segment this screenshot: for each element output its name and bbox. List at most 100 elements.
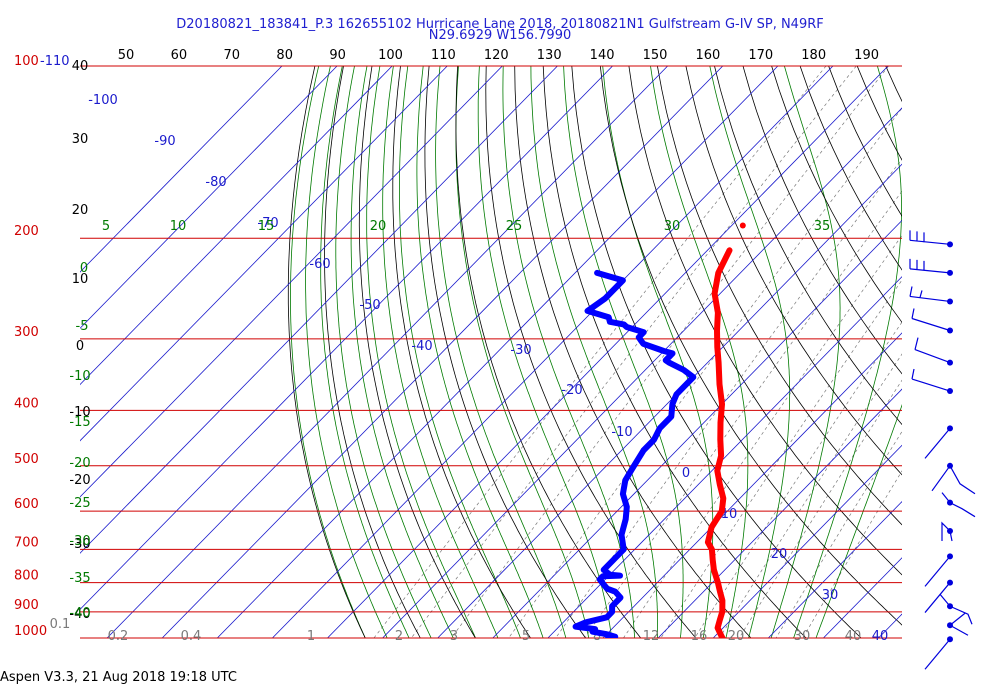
moist-adiabat-label: -10 (69, 369, 90, 384)
isotherm-line (823, 557, 902, 638)
mixing-ratio-label: 30 (794, 629, 811, 644)
dry-adiabat (930, 40, 1000, 653)
top-axis-label: 50 (118, 48, 135, 63)
isotherm-label: 20 (771, 547, 788, 562)
isotherm-line (80, 66, 283, 273)
dry-adiabat (742, 66, 902, 375)
top-axis-label: 70 (224, 48, 241, 63)
moist-adiabat (793, 66, 902, 638)
moist-adiabat (502, 66, 636, 638)
dry-adiabat-label: 15 (258, 219, 275, 234)
pressure-label: 200 (14, 224, 39, 239)
isotherm-label: -40 (411, 339, 432, 354)
isotherm-label: -50 (359, 298, 380, 313)
moist-adiabat (709, 66, 791, 638)
moist-adiabat-label: -15 (69, 415, 90, 430)
moist-adiabat (477, 66, 613, 638)
moist-adiabats (290, 66, 902, 638)
mixing-ratio-lines (373, 66, 902, 638)
isotherm-label: 0 (682, 466, 690, 481)
dry-adiabat-label: 20 (370, 219, 387, 234)
moist-adiabat (399, 66, 521, 638)
isotherm-line (768, 500, 902, 638)
moist-adiabat (335, 66, 432, 638)
left-axis-label: 10 (72, 272, 89, 287)
wind-barb-staff (914, 337, 951, 364)
wind-barb (914, 337, 953, 366)
wind-barb (911, 308, 953, 334)
wind-barb-staff (909, 258, 951, 274)
moist-adiabat-label: 0 (80, 261, 88, 276)
wind-barb (941, 492, 976, 518)
isotherm-line (80, 66, 613, 611)
moist-adiabat (350, 66, 454, 638)
moist-adiabat-label: -30 (69, 534, 90, 549)
wind-barbs (909, 230, 976, 670)
top-axis-label: 160 (695, 48, 720, 63)
mixing-ratio-label: 2 (395, 629, 403, 644)
wind-barb-staff (941, 492, 976, 518)
left-axis-label: -10 (69, 405, 90, 420)
mixing-ratio-label: 16 (691, 629, 708, 644)
wind-barb (924, 553, 953, 587)
dry-adiabat (771, 66, 902, 324)
dry-adiabat-label: 30 (664, 219, 681, 234)
wind-barb-staff (924, 556, 951, 587)
pressure-label: 1000 (14, 624, 47, 639)
dry-adiabat (514, 66, 752, 638)
mixing-ratio-line (694, 321, 902, 638)
dry-adiabat-label: 5 (102, 219, 110, 234)
top-axis-label: 100 (378, 48, 403, 63)
isotherm-line (327, 66, 889, 638)
top-axis-label: 140 (590, 48, 615, 63)
top-axis-label: 110 (431, 48, 456, 63)
moist-adiabat (320, 66, 410, 638)
isotherm-line (80, 66, 503, 498)
moist-adiabat (815, 404, 902, 638)
isotherm-line (602, 332, 902, 638)
moist-adiabat (435, 66, 567, 638)
wind-barb (941, 521, 953, 542)
moist-adiabat (290, 66, 366, 638)
isotherm-line (80, 66, 558, 554)
dry-adiabat-label: 25 (506, 219, 523, 234)
isotherms (80, 66, 1000, 638)
pressure-label: 700 (14, 535, 39, 550)
wind-barb-staff (909, 230, 951, 245)
left-axis-label: -20 (69, 473, 90, 488)
mixing-ratio-label: 0.2 (108, 629, 129, 644)
wind-barb (911, 368, 953, 395)
isotherm-label: 10 (721, 507, 738, 522)
left-axis-label: 0 (76, 339, 84, 354)
mixing-ratio-label: 1 (307, 629, 315, 644)
wind-barb (909, 230, 953, 248)
isotherm-line (547, 276, 902, 638)
dry-adiabat (714, 66, 902, 426)
top-axis-label: 80 (276, 48, 293, 63)
isotherm-line (106, 66, 668, 638)
left-axis-label: 40 (72, 59, 89, 74)
isotherm-line (934, 66, 1000, 638)
dry-adiabat-label: 10 (170, 219, 187, 234)
mixing-ratio-label: 12 (643, 629, 660, 644)
mixing-ratio-line (450, 66, 889, 638)
wind-barb (924, 636, 953, 670)
mixing-ratio-label: 40 (845, 629, 862, 644)
moist-adiabat (770, 66, 841, 638)
temperature-profile (704, 247, 733, 638)
mixing-ratio-line (738, 379, 902, 638)
wind-barb-staff (924, 638, 951, 670)
mixing-ratio-label: 3 (450, 629, 458, 644)
moist-adiabat (602, 66, 714, 638)
isobars (80, 65, 902, 639)
isotherm-line (80, 66, 338, 329)
top-axis-label: 170 (748, 48, 773, 63)
dry-adiabat (628, 66, 902, 576)
wind-barb-staff (924, 427, 951, 459)
wind-barb (939, 593, 973, 625)
top-axis-label: 150 (643, 48, 668, 63)
chart-subtitle: N29.6929 W156.7990 (428, 28, 572, 43)
isotherm-line (492, 219, 902, 638)
top-axis-label: 180 (801, 48, 826, 63)
